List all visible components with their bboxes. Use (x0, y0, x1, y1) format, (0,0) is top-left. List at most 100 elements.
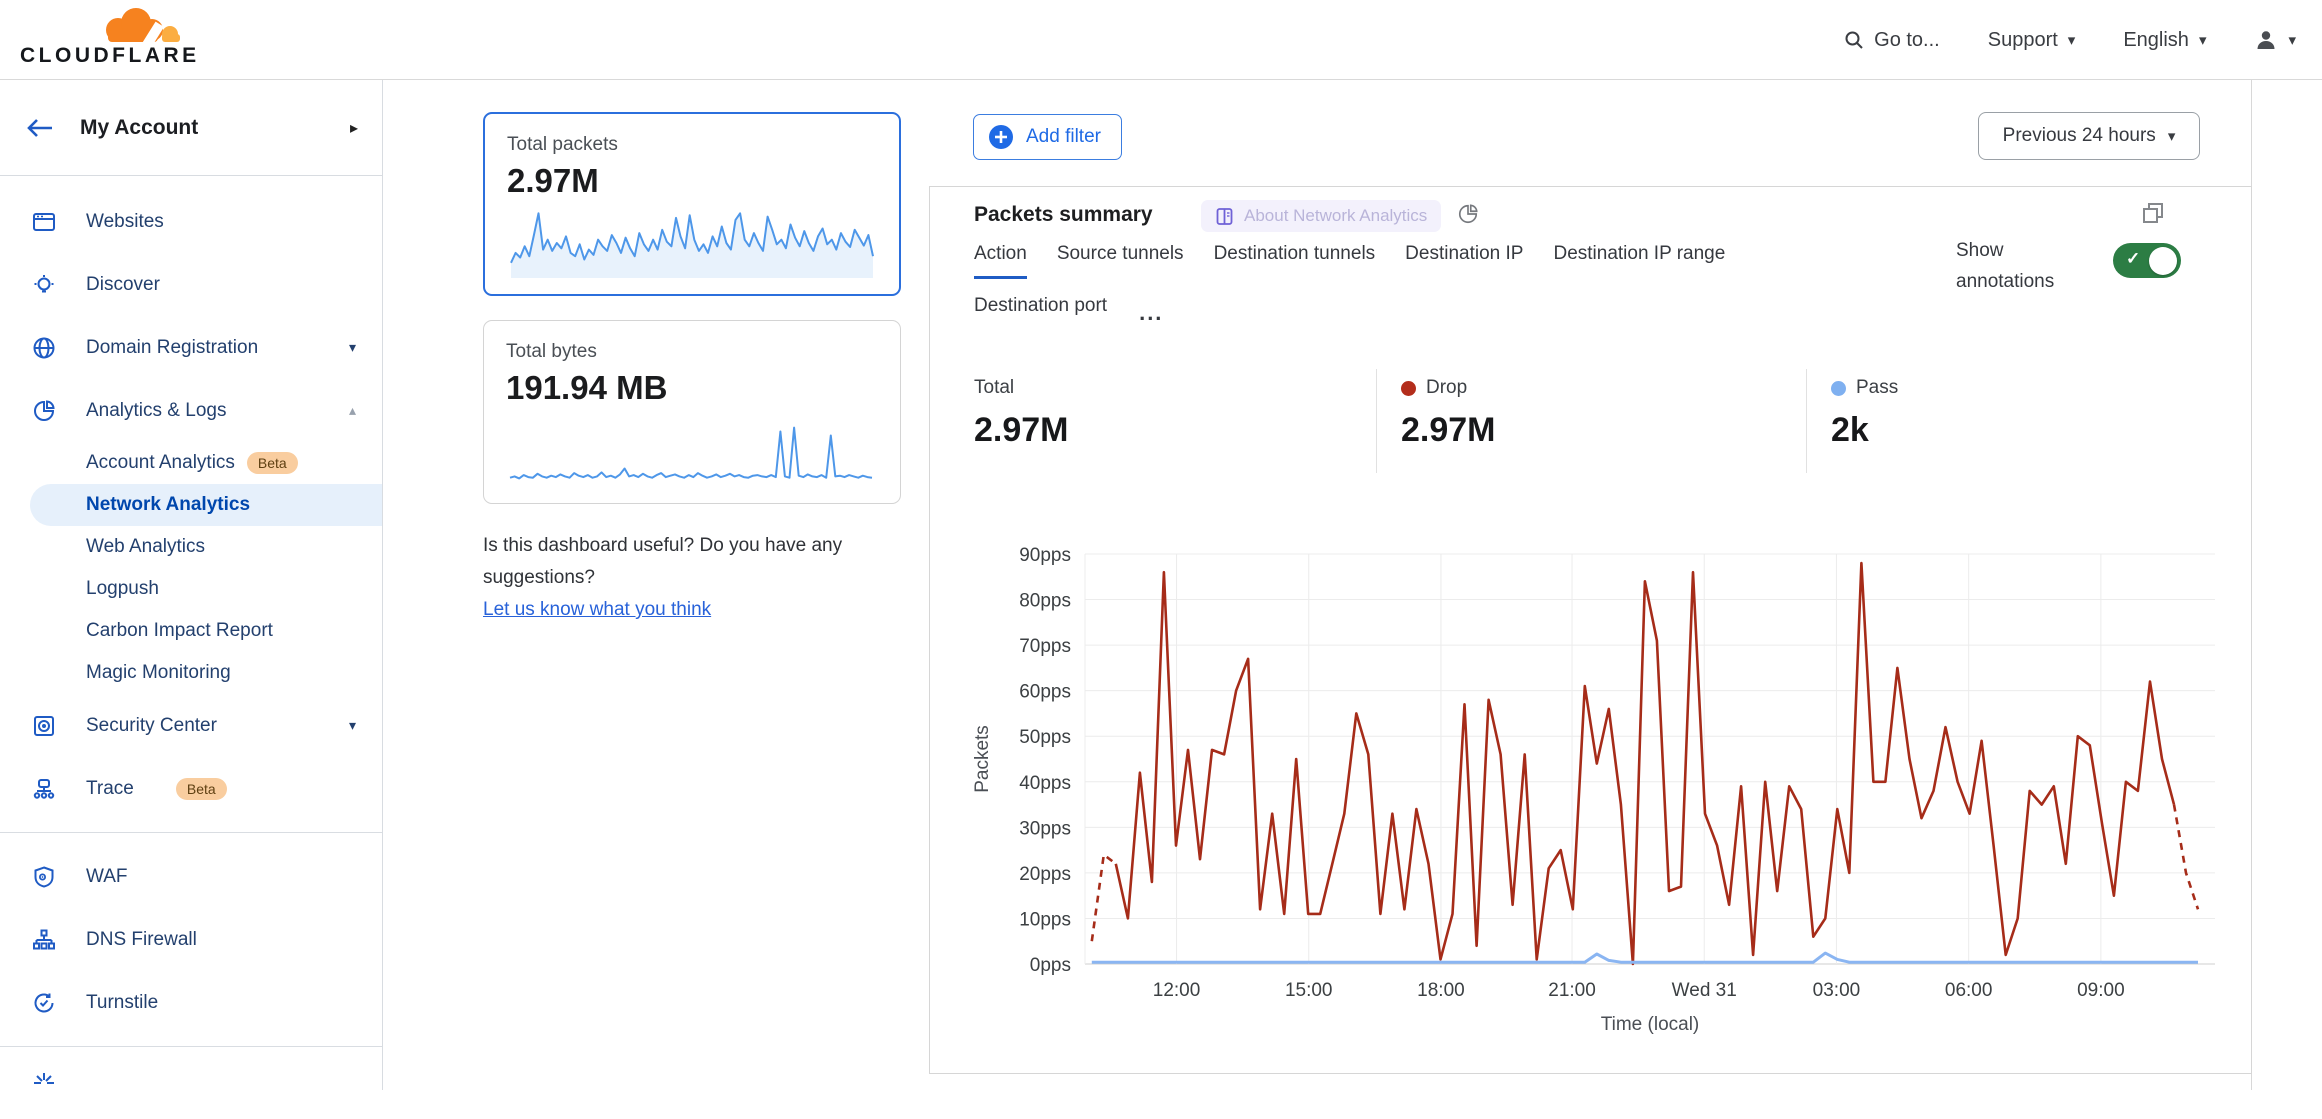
tab-destination-tunnels[interactable]: Destination tunnels (1213, 243, 1376, 264)
svg-text:90pps: 90pps (1019, 545, 1071, 566)
total-bytes-card[interactable]: Total bytes 191.94 MB (483, 320, 901, 504)
plus-circle-icon (989, 125, 1013, 149)
expand-panel-icon[interactable] (2141, 201, 2167, 227)
sidebar-item-trace[interactable]: Trace Beta (0, 757, 382, 820)
header-controls: Go to... Support ▾ English ▾ ▾ (1844, 0, 2296, 80)
sidebar-item-label: Discover (86, 273, 160, 295)
svg-text:40pps: 40pps (1019, 773, 1071, 794)
tab-destination-ip[interactable]: Destination IP (1405, 243, 1524, 264)
goto-search[interactable]: Go to... (1844, 29, 1940, 52)
sidebar-subitem-label: Web Analytics (86, 536, 205, 557)
pie-chart-icon[interactable] (1457, 203, 1479, 225)
tab-destination-ip-range[interactable]: Destination IP range (1553, 243, 1726, 264)
sidebar-item-domain-registration[interactable]: Domain Registration ▾ (0, 316, 382, 379)
beta-badge: Beta (246, 452, 298, 474)
summary-tabs: Action Source tunnels Destination tunnel… (974, 243, 1725, 279)
stat-pass-label: Pass (1856, 377, 1899, 398)
cloudflare-cloud-icon (106, 8, 180, 46)
drop-series-dot (1401, 380, 1416, 396)
time-range-label: Previous 24 hours (2002, 125, 2156, 146)
about-network-analytics-tag[interactable]: About Network Analytics (1201, 200, 1442, 232)
total-packets-card[interactable]: Total packets 2.97M (483, 112, 901, 296)
sidebar-divider (0, 1046, 382, 1047)
svg-text:80pps: 80pps (1019, 591, 1071, 612)
sidebar-subitem-label: Account Analytics (86, 452, 235, 473)
tab-source-tunnels[interactable]: Source tunnels (1056, 243, 1184, 264)
sidebar-subitem-carbon-impact-report[interactable]: Carbon Impact Report (0, 610, 382, 652)
sidebar-item-label: WAF (86, 865, 128, 887)
burst-icon (34, 1073, 54, 1084)
svg-text:Packets: Packets (972, 725, 993, 793)
stat-pass: Pass 2k (1806, 369, 2251, 473)
svg-text:60pps: 60pps (1019, 682, 1071, 703)
sidebar-item-label: Websites (86, 210, 164, 232)
sidebar-subitem-magic-monitoring[interactable]: Magic Monitoring (0, 652, 382, 694)
brand-wordmark: CLOUDFLARE (20, 44, 200, 67)
sidebar-subitem-label: Network Analytics (86, 494, 251, 515)
svg-text:18:00: 18:00 (1417, 980, 1465, 1001)
chevron-down-icon: ▾ (348, 717, 356, 733)
show-annotations-label: Show annotations (1956, 240, 2055, 292)
chevron-down-icon: ▾ (2288, 32, 2296, 49)
svg-text:10pps: 10pps (1019, 909, 1071, 930)
stat-pass-value: 2k (1831, 411, 1869, 449)
svg-text:70pps: 70pps (1019, 636, 1071, 657)
chevron-down-icon: ▾ (2067, 32, 2076, 49)
sidebar-subitem-web-analytics[interactable]: Web Analytics (0, 526, 382, 568)
svg-text:Time (local): Time (local) (1601, 1014, 1700, 1035)
sidebar-subitem-account-analytics[interactable]: Account Analytics Beta (0, 442, 382, 484)
globe-icon (33, 337, 55, 358)
beta-badge: Beta (175, 777, 227, 800)
back-arrow-icon[interactable] (26, 117, 54, 139)
total-packets-sparkline (510, 212, 874, 278)
language-label: English (2123, 28, 2189, 51)
sidebar-item-discover[interactable]: Discover (0, 253, 382, 316)
lightbulb-icon (34, 274, 54, 292)
chevron-down-icon: ▾ (348, 339, 356, 355)
language-menu[interactable]: English ▾ (2123, 29, 2206, 52)
sidebar-item-label: Turnstile (86, 991, 159, 1013)
tabs-overflow-button[interactable]: ... (1139, 300, 1164, 325)
sidebar-item-waf[interactable]: WAF (0, 845, 382, 908)
sidebar-item-analytics-logs[interactable]: Analytics & Logs ▴ (0, 379, 382, 442)
feedback-link[interactable]: Let us know what you think (483, 599, 712, 620)
svg-text:20pps: 20pps (1019, 864, 1071, 885)
total-bytes-value: 191.94 MB (506, 369, 668, 406)
sidebar-subitem-label: Logpush (86, 578, 159, 599)
add-filter-button[interactable]: Add filter (973, 114, 1122, 160)
sidebar-item-dns-firewall[interactable]: DNS Firewall (0, 908, 382, 971)
stat-drop-label: Drop (1426, 377, 1468, 398)
shield-gear-icon (34, 865, 54, 888)
sidebar-item-websites[interactable]: Websites (0, 190, 382, 253)
stat-total: Total 2.97M (930, 369, 1376, 473)
check-icon: ✓ (2126, 249, 2141, 268)
stat-drop-value: 2.97M (1401, 411, 1496, 449)
sidebar-item-security-center[interactable]: Security Center ▾ (0, 694, 382, 757)
support-menu[interactable]: Support ▾ (1988, 29, 2076, 52)
time-range-select[interactable]: Previous 24 hours ▾ (1978, 112, 2200, 160)
cloudflare-logo[interactable]: CLOUDFLARE (18, 4, 196, 76)
chevron-down-icon: ▾ (2198, 32, 2207, 49)
total-bytes-label: Total bytes (506, 341, 597, 362)
trace-flow-icon (33, 778, 55, 799)
tab-action[interactable]: Action (974, 243, 1027, 279)
pass-series-dot (1831, 380, 1846, 396)
sidebar-subitem-logpush[interactable]: Logpush (0, 568, 382, 610)
total-packets-label: Total packets (507, 134, 618, 155)
packets-timeseries-chart[interactable]: 0pps 10pps 20pps 30pps 40pps 50pps 60pps 70pps 8… (960, 539, 2250, 1049)
stats-row: Total 2.97M Drop 2.97M Pass 2k (930, 369, 2251, 473)
sidebar-subitem-network-analytics[interactable]: Network Analytics (0, 484, 382, 526)
svg-text:09:00: 09:00 (2077, 980, 2125, 1001)
packets-summary-panel: Packets summary About Network Analytics … (929, 186, 2252, 1074)
chevron-right-icon[interactable]: ▸ (349, 119, 358, 137)
sidebar-item-turnstile[interactable]: Turnstile (0, 971, 382, 1034)
svg-text:15:00: 15:00 (1285, 980, 1333, 1001)
account-menu[interactable]: ▾ (2254, 28, 2296, 52)
goto-label: Go to... (1874, 28, 1940, 51)
sidebar-item-label: Security Center (86, 714, 217, 736)
show-annotations-toggle[interactable]: ✓ (2113, 243, 2181, 278)
sidebar-item-partial-bottom[interactable] (0, 1059, 382, 1119)
about-tag-label: About Network Analytics (1244, 206, 1428, 225)
tab-destination-port[interactable]: Destination port (974, 295, 1108, 316)
svg-text:30pps: 30pps (1019, 818, 1071, 839)
